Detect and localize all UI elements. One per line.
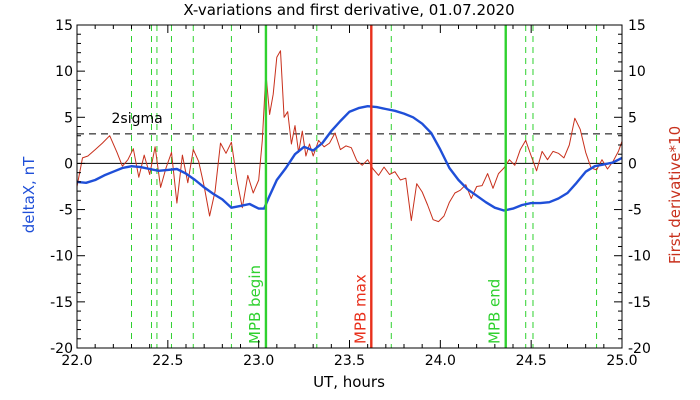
y-right-tick-label: 10 — [628, 64, 646, 80]
y-right-tick-label: -20 — [628, 341, 651, 357]
y-left-tick-label: -10 — [50, 249, 73, 265]
x-axis-title: UT, hours — [313, 373, 385, 391]
y-left-tick-label: 0 — [64, 156, 73, 172]
y-right-tick-label: -10 — [628, 249, 651, 265]
x-tick-label: 24.5 — [516, 353, 547, 369]
marker-label-mpb-begin: MPB begin — [246, 265, 264, 344]
sigma-line-group: 2sigma — [77, 111, 622, 135]
plot-frame — [76, 24, 623, 349]
y-right-tick-label: -5 — [628, 203, 642, 219]
y-right-tick-label: 0 — [628, 156, 637, 172]
chart-title: X-variations and first derivative, 01.07… — [183, 1, 514, 19]
y-axis-right-title: First derivative*10 — [666, 126, 684, 264]
y-right-tick-label: -15 — [628, 295, 651, 311]
y-left-tick-label: -20 — [50, 341, 73, 357]
axes-group — [76, 24, 623, 349]
sigma-label: 2sigma — [112, 111, 163, 127]
x-tick-label: 22.5 — [152, 353, 183, 369]
series-line-deltaX — [76, 104, 623, 212]
dashed-vertical-lines — [131, 25, 598, 348]
y-left-tick-label: -15 — [50, 295, 73, 311]
marker-lines-group: MPB begin MPB max MPB end — [246, 25, 507, 348]
x-tick-label: 22.0 — [61, 353, 92, 369]
marker-label-mpb-max: MPB max — [351, 274, 369, 344]
marker-label-mpb-end: MPB end — [486, 279, 504, 344]
x-tick-label: 23.5 — [334, 353, 365, 369]
y-axis-left-title: deltaX, nT — [20, 156, 38, 233]
x-tick-label: 25.0 — [606, 353, 637, 369]
x-tick-label: 24.0 — [425, 353, 456, 369]
series-group — [76, 50, 623, 223]
y-right-tick-label: 5 — [628, 110, 637, 126]
y-left-tick-label: 15 — [55, 18, 73, 34]
x-tick-label: 23.0 — [243, 353, 274, 369]
y-right-tick-label: 15 — [628, 18, 646, 34]
y-left-tick-label: -5 — [59, 203, 73, 219]
y-left-tick-label: 5 — [64, 110, 73, 126]
y-left-tick-label: 10 — [55, 64, 73, 80]
series-line-derivative — [76, 50, 623, 223]
